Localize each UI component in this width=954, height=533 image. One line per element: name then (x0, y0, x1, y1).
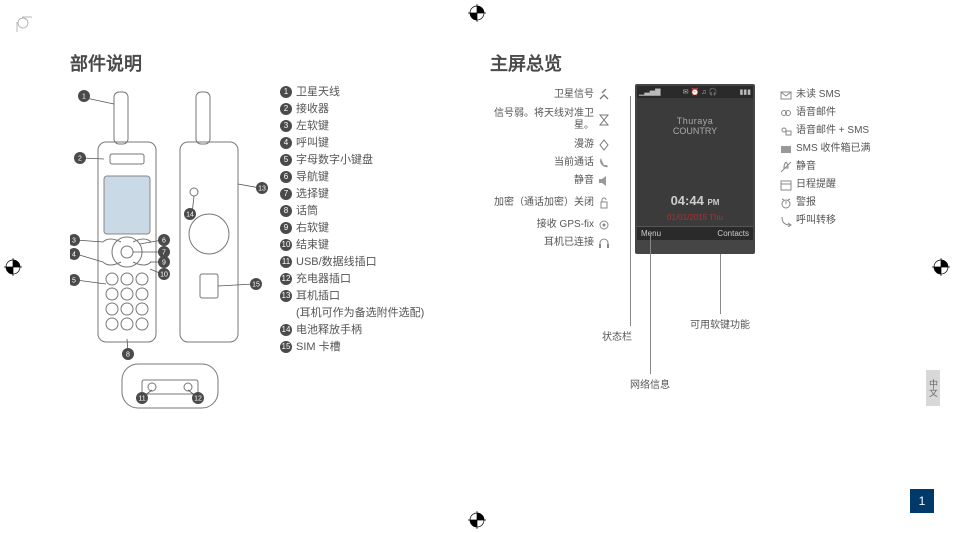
svg-text:14: 14 (186, 212, 194, 219)
part-note: (耳机可作为备选附件选配) (296, 305, 470, 322)
status-label: 接收 GPS-fix (537, 216, 594, 234)
signal-bars-icon: ▁▃▅▇ (639, 88, 661, 96)
part-label: 导航键 (296, 169, 470, 186)
status-icons: ✉ ⏰ ♫ 🎧 (683, 88, 717, 96)
part-label: 呼叫键 (296, 135, 470, 152)
network-brand: Thuraya (637, 98, 753, 126)
status-label: 呼叫转移 (796, 212, 836, 230)
status-left-labels: 卫星信号 信号弱。将天线对准卫星。 漫游 当前通话 静音 加密（通话加密）关闭 … (490, 86, 610, 252)
registration-mark-top (468, 4, 486, 22)
svg-text:3: 3 (72, 238, 76, 245)
svg-text:10: 10 (160, 272, 168, 279)
battery-icon: ▮▮▮ (739, 88, 751, 96)
status-label: 静音 (796, 158, 816, 176)
part-label: SIM 卡槽 (296, 339, 470, 356)
registration-mark-left (4, 258, 22, 276)
pointer-softkey: 可用软键功能 (690, 316, 750, 331)
status-label: 日程提醒 (796, 176, 836, 194)
status-label: 信号弱。将天线对准卫星。 (490, 108, 594, 132)
language-tab: 中文 (926, 370, 940, 406)
inbox-full-icon (780, 143, 792, 155)
section-title-homescreen: 主屏总览 (490, 50, 920, 76)
svg-text:8: 8 (126, 352, 130, 359)
softkey-right: Contacts (717, 229, 749, 238)
part-label: 字母数字小键盘 (296, 152, 470, 169)
mute-icon (598, 175, 610, 187)
part-label: 结束键 (296, 237, 470, 254)
part-label: 选择键 (296, 186, 470, 203)
registration-mark-right (932, 258, 950, 276)
pointer-status-bar: 状态栏 (602, 328, 632, 343)
call-forward-icon (780, 215, 792, 227)
svg-text:6: 6 (162, 238, 166, 245)
svg-text:1: 1 (82, 94, 86, 101)
hourglass-icon (598, 114, 610, 126)
svg-text:9: 9 (162, 260, 166, 267)
alarm-icon (780, 197, 792, 209)
part-label: 右软键 (296, 220, 470, 237)
registration-mark-bottom (468, 511, 486, 529)
status-label: SMS 收件箱已满 (796, 140, 870, 158)
part-label: 卫星天线 (296, 84, 470, 101)
roaming-icon (598, 139, 610, 151)
parts-list: 1卫星天线 2接收器 3左软键 4呼叫键 5字母数字小键盘 6导航键 7选择键 … (280, 84, 470, 356)
status-label: 语音邮件 + SMS (796, 122, 869, 140)
crop-mark-tl (2, 2, 32, 32)
section-title-parts: 部件说明 (70, 50, 470, 76)
status-label: 当前通话 (554, 154, 594, 172)
svg-text:11: 11 (138, 396, 145, 403)
status-label: 静音 (574, 172, 594, 190)
part-label: 左软键 (296, 118, 470, 135)
voicemail-sms-icon (780, 125, 792, 137)
part-label: 话筒 (296, 203, 470, 220)
status-bar: ▁▃▅▇ ✉ ⏰ ♫ 🎧 ▮▮▮ (637, 86, 753, 98)
status-label: 未读 SMS (796, 86, 840, 104)
network-country: COUNTRY (637, 126, 753, 136)
softkey-left: Menu (641, 229, 661, 238)
status-label: 加密（通话加密）关闭 (494, 197, 594, 209)
clock: 04:44 PM (637, 193, 753, 208)
status-label: 耳机已连接 (544, 234, 594, 252)
part-label: 充电器插口 (296, 271, 470, 288)
sms-icon (780, 89, 792, 101)
part-label: 耳机插口 (296, 288, 470, 305)
status-label: 语音邮件 (796, 104, 836, 122)
svg-text:4: 4 (72, 252, 76, 259)
satellite-icon (598, 89, 610, 101)
part-label: USB/数据线插口 (296, 254, 470, 271)
homescreen-mock: ▁▃▅▇ ✉ ⏰ ♫ 🎧 ▮▮▮ Thuraya COUNTRY 04:44 P… (635, 84, 755, 254)
part-label: 电池释放手柄 (296, 322, 470, 339)
svg-text:15: 15 (252, 282, 260, 289)
status-right-labels: 未读 SMS 语音邮件 语音邮件 + SMS SMS 收件箱已满 静音 日程提醒… (780, 86, 910, 230)
calendar-icon (780, 179, 792, 191)
date: 01/01/2015 Thu (637, 213, 753, 222)
lock-off-icon (598, 197, 610, 209)
silent-icon (780, 161, 792, 173)
voicemail-icon (780, 107, 792, 119)
pointer-line (650, 234, 651, 374)
svg-text:12: 12 (194, 396, 202, 403)
svg-text:7: 7 (162, 250, 166, 257)
pointer-network: 网络信息 (630, 376, 670, 391)
headset-icon (598, 237, 610, 249)
phone-line-drawings: 1 2 3 4 5 6 7 8 9 10 11 12 13 14 15 (70, 84, 270, 424)
page-number: 1 (910, 489, 934, 513)
svg-text:2: 2 (78, 156, 82, 163)
status-label: 警报 (796, 194, 816, 212)
gps-icon (598, 219, 610, 231)
status-label: 漫游 (574, 136, 594, 154)
status-label: 卫星信号 (554, 86, 594, 104)
part-label: 接收器 (296, 101, 470, 118)
pointer-line (720, 254, 721, 314)
svg-text:13: 13 (258, 186, 266, 193)
phone-icon (598, 157, 610, 169)
pointer-line (630, 96, 631, 326)
svg-text:5: 5 (72, 278, 76, 285)
